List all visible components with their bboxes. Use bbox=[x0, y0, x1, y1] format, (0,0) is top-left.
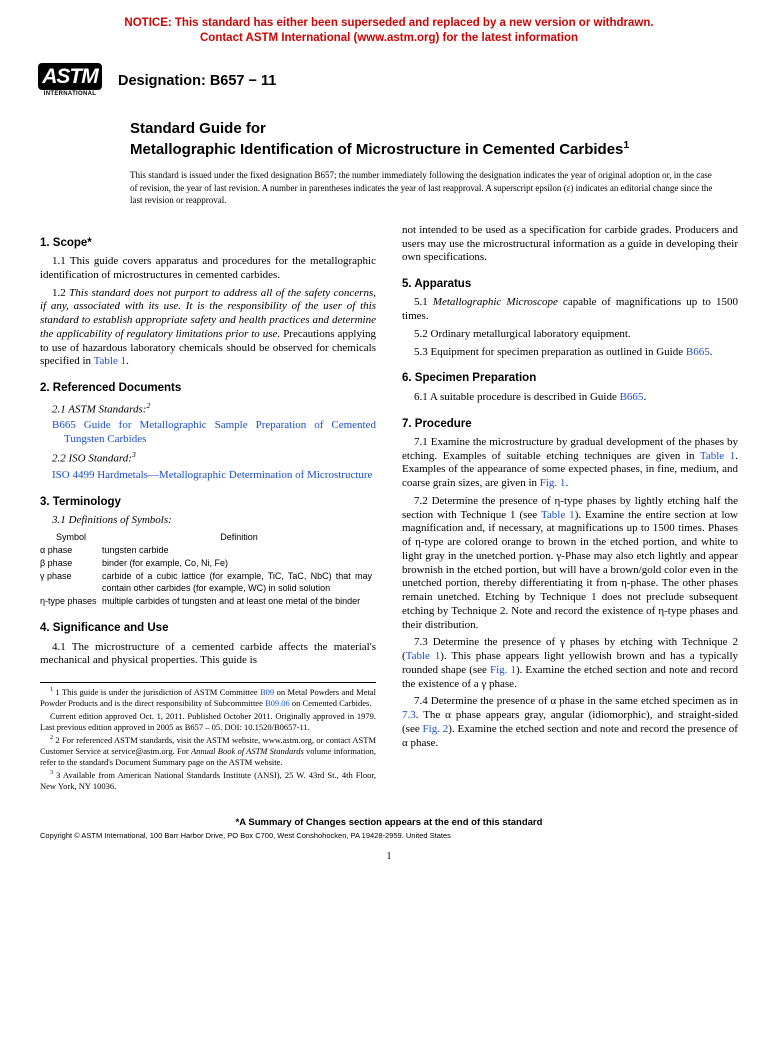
ref-b665[interactable]: B665 Guide for Metallographic Sample Pre… bbox=[52, 419, 376, 447]
notice-line-2: Contact ASTM International (www.astm.org… bbox=[200, 32, 578, 44]
table-1-link[interactable]: Table 1 bbox=[94, 355, 127, 367]
link-b665-a[interactable]: B665 bbox=[686, 346, 710, 358]
section-5-head: 5. Apparatus bbox=[402, 277, 738, 291]
body-columns: 1. Scope* 1.1 This guide covers apparatu… bbox=[40, 224, 738, 795]
defs-sub: 3.1 Definitions of Symbols: bbox=[52, 514, 376, 528]
astm-logo: ASTM INTERNATIONAL bbox=[40, 56, 100, 106]
footnote-3: 3 3 Available from American National Sta… bbox=[40, 770, 376, 792]
section-7-head: 7. Procedure bbox=[402, 417, 738, 431]
section-6-head: 6. Specimen Preparation bbox=[402, 371, 738, 385]
title-kicker: Standard Guide for bbox=[130, 120, 738, 139]
para-5-3: 5.3 Equipment for specimen preparation a… bbox=[402, 346, 738, 360]
link-table1-c[interactable]: Table 1 bbox=[541, 509, 575, 521]
def-col-head: Definition bbox=[102, 532, 376, 545]
para-1-1: 1.1 This guide covers apparatus and proc… bbox=[40, 255, 376, 283]
table-row: η-type phases multiple carbides of tungs… bbox=[40, 596, 376, 609]
para-5-2: 5.2 Ordinary metallurgical laboratory eq… bbox=[402, 328, 738, 342]
ref-sub-iso: 2.2 ISO Standard:3 bbox=[52, 450, 376, 466]
para-6-1: 6.1 A suitable procedure is described in… bbox=[402, 391, 738, 405]
ref-iso4499[interactable]: ISO 4499 Hardmetals—Metallographic Deter… bbox=[52, 469, 376, 483]
section-2-head: 2. Referenced Documents bbox=[40, 381, 376, 395]
table-row: γ phase carbide of a cubic lattice (for … bbox=[40, 571, 376, 596]
logo-subtext: INTERNATIONAL bbox=[44, 91, 96, 99]
logo-mark: ASTM bbox=[38, 63, 102, 90]
link-fig2[interactable]: Fig. 2 bbox=[423, 723, 449, 735]
link-fig1-b[interactable]: Fig. 1 bbox=[490, 664, 516, 676]
title-text: Metallographic Identification of Microst… bbox=[130, 141, 623, 158]
document-header: ASTM INTERNATIONAL Designation: B657 − 1… bbox=[40, 56, 738, 106]
footer-summary-note: *A Summary of Changes section appears at… bbox=[40, 817, 738, 829]
para-4-1: 4.1 The microstructure of a cemented car… bbox=[40, 641, 376, 669]
link-table1-d[interactable]: Table 1 bbox=[406, 650, 441, 662]
sym-col-head: Symbol bbox=[40, 532, 102, 545]
right-column: not intended to be used as a specificati… bbox=[402, 224, 738, 795]
link-7-3[interactable]: 7.3 bbox=[402, 709, 416, 721]
para-7-2: 7.2 Determine the presence of η-type pha… bbox=[402, 495, 738, 633]
section-4-head: 4. Significance and Use bbox=[40, 621, 376, 635]
issue-note: This standard is issued under the fixed … bbox=[130, 169, 738, 205]
section-3-head: 3. Terminology bbox=[40, 495, 376, 509]
footnote-1: 1 1 This guide is under the jurisdiction… bbox=[40, 687, 376, 709]
para-4-1-cont: not intended to be used as a specificati… bbox=[402, 224, 738, 265]
link-b665-b[interactable]: B665 bbox=[620, 391, 644, 403]
copyright: Copyright © ASTM International, 100 Barr… bbox=[40, 831, 738, 840]
title-sup: 1 bbox=[623, 139, 629, 151]
symbols-table: Symbol Definition α phase tungsten carbi… bbox=[40, 532, 376, 610]
para-7-4: 7.4 Determine the presence of α phase in… bbox=[402, 695, 738, 750]
link-table1-b[interactable]: Table 1 bbox=[700, 450, 735, 462]
page-number: 1 bbox=[40, 851, 738, 864]
designation: Designation: B657 − 11 bbox=[118, 72, 276, 90]
para-5-1: 5.1 Metallographic Microscope capable of… bbox=[402, 296, 738, 324]
title-main: Metallographic Identification of Microst… bbox=[130, 139, 738, 160]
notice-line-1: NOTICE: This standard has either been su… bbox=[124, 17, 653, 29]
link-b0906[interactable]: B09.06 bbox=[265, 698, 290, 708]
footnote-1b: Current edition approved Oct. 1, 2011. P… bbox=[40, 711, 376, 733]
ref-sub-astm: 2.1 ASTM Standards:2 bbox=[52, 401, 376, 417]
footnote-2: 2 2 For referenced ASTM standards, visit… bbox=[40, 735, 376, 768]
table-row: α phase tungsten carbide bbox=[40, 545, 376, 558]
footnotes: 1 1 This guide is under the jurisdiction… bbox=[40, 682, 376, 792]
title-block: Standard Guide for Metallographic Identi… bbox=[130, 120, 738, 160]
link-fig1-a[interactable]: Fig. 1 bbox=[540, 477, 566, 489]
left-column: 1. Scope* 1.1 This guide covers apparatu… bbox=[40, 224, 376, 795]
para-1-2: 1.2 This standard does not purport to ad… bbox=[40, 287, 376, 370]
notice-banner: NOTICE: This standard has either been su… bbox=[40, 16, 738, 46]
para-7-3: 7.3 Determine the presence of γ phases b… bbox=[402, 636, 738, 691]
para-7-1: 7.1 Examine the microstructure by gradua… bbox=[402, 436, 738, 491]
table-row: β phase binder (for example, Co, Ni, Fe) bbox=[40, 558, 376, 571]
section-1-head: 1. Scope* bbox=[40, 236, 376, 250]
link-b09[interactable]: B09 bbox=[260, 687, 274, 697]
